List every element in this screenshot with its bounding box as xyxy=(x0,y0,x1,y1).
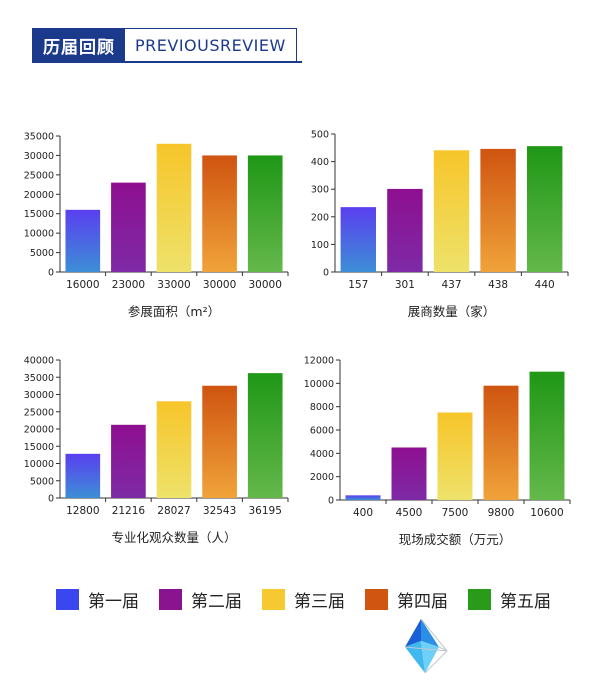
x-tick-label: 301 xyxy=(395,279,415,291)
chart-title: 现场成交额（万元） xyxy=(399,532,512,547)
bar xyxy=(345,495,381,500)
legend-swatch xyxy=(262,589,285,610)
y-tick-label: 10000 xyxy=(24,459,54,470)
bar xyxy=(156,143,192,272)
x-tick-label: 33000 xyxy=(157,279,190,291)
bar xyxy=(526,146,563,272)
header-underline xyxy=(32,61,302,63)
y-tick-label: 35000 xyxy=(24,373,54,384)
y-tick-label: 20000 xyxy=(24,425,54,436)
y-tick-label: 40000 xyxy=(24,356,54,367)
x-tick-label: 400 xyxy=(353,507,373,519)
x-tick-label: 10600 xyxy=(530,507,563,519)
bar xyxy=(247,373,283,498)
header-title-en: PREVIOUSREVIEW xyxy=(125,29,296,61)
legend-item: 第五届 xyxy=(468,587,571,612)
x-tick-label: 30000 xyxy=(248,279,281,291)
x-tick-label: 23000 xyxy=(112,279,145,291)
bar xyxy=(391,447,427,500)
legend-label: 第五届 xyxy=(500,592,551,612)
y-tick-label: 15000 xyxy=(24,442,54,453)
x-tick-label: 21216 xyxy=(112,505,146,517)
chart-title: 展商数量（家） xyxy=(408,304,496,319)
bar xyxy=(111,182,146,272)
legend-swatch xyxy=(159,589,182,610)
x-tick-label: 7500 xyxy=(442,507,469,519)
bar xyxy=(65,209,101,272)
x-tick-label: 157 xyxy=(348,279,368,291)
y-tick-label: 25000 xyxy=(24,170,54,181)
y-tick-label: 400 xyxy=(311,157,329,168)
x-tick-label: 4500 xyxy=(396,507,423,519)
y-tick-label: 200 xyxy=(311,212,329,223)
y-tick-label: 2000 xyxy=(310,472,334,483)
section-header: 历届回顾 PREVIOUSREVIEW xyxy=(32,28,297,62)
legend-item: 第二届 xyxy=(159,587,262,612)
bar xyxy=(202,385,237,498)
chart-exhibition-area: 0 5000 10000 15000 20000 25000 30000 35000 16000… xyxy=(0,120,300,330)
y-tick-label: 30000 xyxy=(24,151,54,162)
chart-exhibitor-count: 0 100 200 300 400 500 157 301 437 438 440 展商数量（家） xyxy=(300,120,600,330)
legend-swatch xyxy=(365,589,388,610)
bar xyxy=(529,371,565,500)
y-tick-label: 5000 xyxy=(30,476,54,487)
y-tick-label: 10000 xyxy=(24,229,54,240)
legend-item: 第三届 xyxy=(262,587,365,612)
y-tick-label: 12000 xyxy=(304,356,334,367)
legend-item: 第四届 xyxy=(365,587,468,612)
y-tick-label: 5000 xyxy=(30,248,54,259)
legend-label: 第四届 xyxy=(397,592,448,612)
legend: 第一届 第二届 第三届 第四届 第五届 xyxy=(56,587,571,612)
x-tick-label: 32543 xyxy=(203,505,236,517)
x-tick-label: 28027 xyxy=(157,505,190,517)
bar xyxy=(202,155,237,272)
bar xyxy=(480,148,516,272)
chart-title: 专业化观众数量（人） xyxy=(111,530,236,545)
legend-swatch xyxy=(56,589,79,610)
y-tick-label: 500 xyxy=(311,130,329,141)
y-tick-label: 100 xyxy=(311,240,329,251)
bar xyxy=(387,188,423,272)
x-tick-label: 36195 xyxy=(248,505,281,517)
y-tick-label: 4000 xyxy=(310,449,334,460)
y-tick-label: 0 xyxy=(328,496,334,507)
y-tick-label: 0 xyxy=(48,268,54,279)
bar xyxy=(483,385,519,500)
y-tick-label: 25000 xyxy=(24,407,54,418)
x-tick-label: 438 xyxy=(488,279,508,291)
bar xyxy=(437,412,473,500)
y-tick-label: 30000 xyxy=(24,390,54,401)
y-tick-label: 300 xyxy=(311,185,329,196)
bar xyxy=(340,207,377,272)
bar xyxy=(247,155,283,272)
y-tick-label: 0 xyxy=(48,494,54,505)
chart-onsite-turnover: 0 2000 4000 6000 8000 10000 12000 400 4500 7500 98… xyxy=(300,345,600,555)
legend-item: 第一届 xyxy=(56,587,159,612)
legend-label: 第一届 xyxy=(88,592,139,612)
legend-label: 第三届 xyxy=(294,592,345,612)
chart-visitor-count: 0 5000 10000 15000 20000 25000 30000 35000 40000… xyxy=(0,345,300,555)
diamond-logo-icon xyxy=(401,617,451,679)
y-tick-label: 10000 xyxy=(304,379,334,390)
bar xyxy=(433,150,470,272)
x-tick-label: 30000 xyxy=(203,279,236,291)
x-tick-label: 9800 xyxy=(488,507,515,519)
bar xyxy=(156,401,192,498)
x-tick-label: 437 xyxy=(441,279,461,291)
y-tick-label: 0 xyxy=(323,268,329,279)
y-tick-label: 6000 xyxy=(310,426,334,437)
bar xyxy=(65,453,101,498)
y-tick-label: 15000 xyxy=(24,209,54,220)
y-tick-label: 8000 xyxy=(310,402,334,413)
x-tick-label: 440 xyxy=(535,279,555,291)
x-tick-label: 12800 xyxy=(66,505,99,517)
legend-swatch xyxy=(468,589,491,610)
y-tick-label: 35000 xyxy=(24,132,54,143)
x-tick-label: 16000 xyxy=(66,279,99,291)
chart-title: 参展面积（m²） xyxy=(128,304,220,319)
header-title-cn: 历届回顾 xyxy=(33,29,125,61)
legend-label: 第二届 xyxy=(191,592,242,612)
y-tick-label: 20000 xyxy=(24,190,54,201)
bar xyxy=(111,424,146,498)
